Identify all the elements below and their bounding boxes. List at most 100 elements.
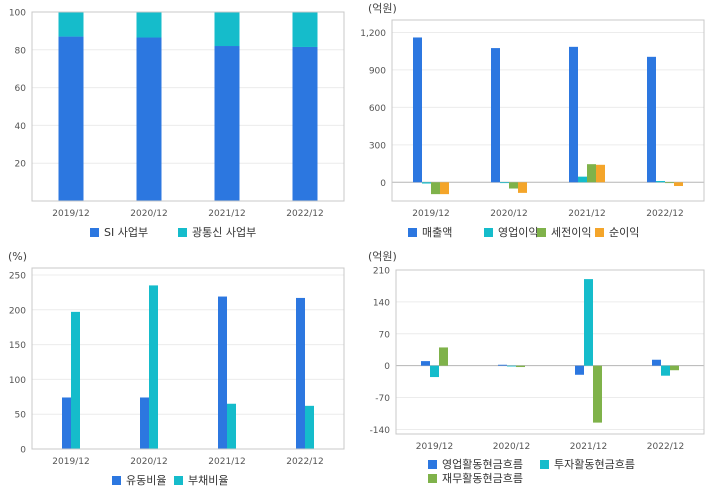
bar-series2[interactable] bbox=[422, 182, 431, 184]
bar-series1[interactable] bbox=[140, 397, 149, 449]
x-tick-label: 2021/12 bbox=[568, 209, 605, 219]
x-tick-label: 2019/12 bbox=[52, 209, 89, 219]
legend-label: 영업이익 bbox=[498, 226, 538, 239]
legend-label: 순이익 bbox=[609, 226, 639, 239]
bar-series1[interactable] bbox=[218, 296, 227, 449]
bar-series1[interactable] bbox=[498, 364, 507, 366]
bar-series3[interactable] bbox=[587, 164, 596, 183]
legend-label: 매출액 bbox=[422, 226, 452, 239]
bar-series1[interactable] bbox=[58, 36, 84, 201]
bar-series2[interactable] bbox=[430, 365, 439, 378]
legend-item[interactable]: 영업활동현금흐름 bbox=[428, 457, 523, 471]
bar-series1[interactable] bbox=[491, 48, 500, 183]
bar-series3[interactable] bbox=[670, 365, 679, 371]
legend-item[interactable]: 재무활동현금흐름 bbox=[428, 471, 523, 485]
bar-series1[interactable] bbox=[214, 46, 240, 201]
bar-series2[interactable] bbox=[584, 279, 593, 366]
x-tick-label: 2022/12 bbox=[646, 209, 683, 219]
bar-series1[interactable] bbox=[413, 37, 422, 183]
legend-item[interactable]: 세전이익 bbox=[537, 226, 591, 239]
x-tick-label: 2020/12 bbox=[490, 209, 527, 219]
y-tick-label: 900 bbox=[369, 66, 386, 76]
bar-series2[interactable] bbox=[500, 182, 509, 184]
bar-series2[interactable] bbox=[136, 12, 162, 38]
bar-series1[interactable] bbox=[62, 397, 71, 449]
x-tick-label: 2021/12 bbox=[208, 209, 245, 219]
x-tick-label: 2019/12 bbox=[412, 209, 449, 219]
bar-series3[interactable] bbox=[509, 182, 518, 189]
y-tick-label: -70 bbox=[375, 394, 390, 404]
legend-swatch bbox=[595, 228, 604, 237]
bar-series1[interactable] bbox=[569, 46, 578, 183]
y-tick-label: 70 bbox=[379, 330, 391, 340]
bar-series1[interactable] bbox=[575, 365, 584, 375]
bar-series3[interactable] bbox=[593, 365, 602, 423]
bar-series2[interactable] bbox=[214, 12, 240, 47]
y-tick-label: 250 bbox=[9, 271, 26, 281]
legend-swatch bbox=[428, 474, 437, 483]
legend-item[interactable]: 부채비율 bbox=[174, 474, 228, 487]
legend-label: 유동비율 bbox=[126, 474, 166, 487]
bar-series2[interactable] bbox=[292, 12, 318, 47]
legend-item[interactable]: 투자활동현금흐름 bbox=[540, 457, 635, 471]
bar-series2[interactable] bbox=[227, 403, 236, 449]
y-tick-label: 150 bbox=[9, 341, 26, 351]
unit-label: (억원) bbox=[368, 250, 397, 263]
bar-series1[interactable] bbox=[647, 56, 656, 183]
bar-series4[interactable] bbox=[674, 182, 683, 187]
unit-label: (%) bbox=[8, 250, 27, 263]
legend-item[interactable]: 유동비율 bbox=[112, 474, 166, 487]
y-tick-label: 140 bbox=[373, 298, 390, 308]
y-tick-label: 60 bbox=[15, 84, 27, 94]
legend-item[interactable]: 매출액 bbox=[408, 226, 452, 239]
x-tick-label: 2020/12 bbox=[130, 209, 167, 219]
bar-series4[interactable] bbox=[440, 182, 449, 195]
x-tick-label: 2019/12 bbox=[52, 457, 89, 467]
legend-label: 세전이익 bbox=[551, 226, 591, 239]
y-tick-label: 0 bbox=[20, 446, 26, 456]
bar-series2[interactable] bbox=[71, 311, 80, 449]
chart-segment-composition: 20 40 60 80 100 2019/12 2020/12 2021/12 2022/12 S… bbox=[9, 9, 345, 239]
bar-series3[interactable] bbox=[439, 347, 448, 366]
bar-series3[interactable] bbox=[665, 182, 674, 184]
legend-item[interactable]: 광통신 사업부 bbox=[178, 226, 256, 239]
x-tick-label: 2020/12 bbox=[493, 442, 530, 452]
bar-series1[interactable] bbox=[292, 46, 318, 202]
plot-frame bbox=[31, 267, 345, 450]
legend-item[interactable]: SI 사업부 bbox=[90, 226, 148, 239]
legend-item[interactable]: 순이익 bbox=[595, 226, 639, 239]
x-tick-label: 2022/12 bbox=[286, 457, 323, 467]
x-tick-label: 2021/12 bbox=[208, 457, 245, 467]
x-tick-label: 2019/12 bbox=[416, 442, 453, 452]
legend-swatch bbox=[90, 228, 99, 237]
y-tick-label: 50 bbox=[15, 411, 27, 421]
y-tick-label: 300 bbox=[369, 141, 386, 151]
bar-series3[interactable] bbox=[431, 182, 440, 195]
x-tick-label: 2021/12 bbox=[570, 442, 607, 452]
y-tick-label: 0 bbox=[380, 179, 386, 189]
bar-series1[interactable] bbox=[421, 361, 430, 366]
bar-series1[interactable] bbox=[652, 359, 661, 366]
bar-series2[interactable] bbox=[305, 405, 314, 449]
legend-label: 투자활동현금흐름 bbox=[554, 457, 635, 471]
y-tick-label: 100 bbox=[9, 9, 26, 19]
bar-series2[interactable] bbox=[661, 365, 670, 376]
y-tick-label: 80 bbox=[15, 46, 27, 56]
bar-series2[interactable] bbox=[507, 365, 516, 367]
legend-label: 부채비율 bbox=[188, 474, 228, 487]
bar-series2[interactable] bbox=[149, 285, 158, 449]
bar-series4[interactable] bbox=[518, 182, 527, 193]
y-tick-label: 0 bbox=[384, 362, 390, 372]
chart-liquidity-debt-ratio: (%) 0 50 100 150 200 250 2019/12 2020/12 2021/12 2… bbox=[8, 250, 345, 487]
x-tick-label: 2022/12 bbox=[286, 209, 323, 219]
bar-series1[interactable] bbox=[296, 297, 305, 449]
bar-series2[interactable] bbox=[578, 176, 587, 183]
bar-series3[interactable] bbox=[516, 365, 525, 368]
bar-series4[interactable] bbox=[596, 164, 605, 183]
bar-series2[interactable] bbox=[58, 12, 84, 37]
bar-series2[interactable] bbox=[656, 181, 665, 183]
legend-item[interactable]: 영업이익 bbox=[484, 226, 538, 239]
legend-label: 영업활동현금흐름 bbox=[442, 457, 523, 471]
x-tick-label: 2020/12 bbox=[130, 457, 167, 467]
bar-series1[interactable] bbox=[136, 37, 162, 201]
